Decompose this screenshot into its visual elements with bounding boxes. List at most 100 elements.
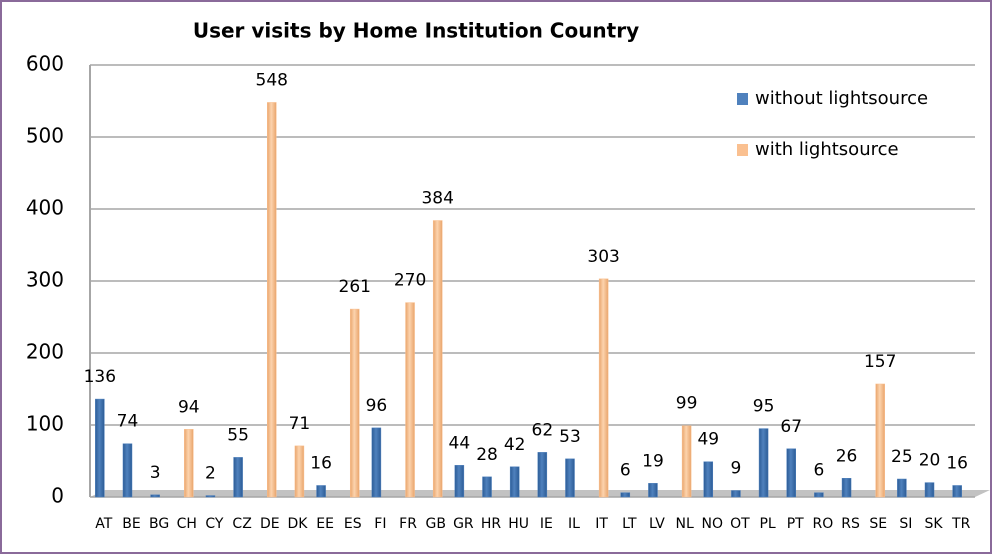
- bar: [648, 483, 658, 498]
- data-label: 16: [310, 453, 332, 473]
- x-tick-label: DE: [260, 516, 280, 532]
- bar: [482, 476, 492, 498]
- bar: [814, 492, 824, 498]
- bar: [405, 302, 415, 498]
- data-label: 62: [532, 420, 554, 440]
- data-label: 94: [178, 397, 200, 417]
- y-tick-label: 500: [26, 124, 64, 148]
- x-tick-label: GR: [453, 516, 474, 532]
- x-tick-label: ES: [344, 516, 362, 532]
- x-tick-label: PT: [787, 516, 804, 532]
- x-tick-label: SK: [924, 516, 943, 532]
- bar: [349, 308, 360, 498]
- x-tick-label: RO: [813, 516, 834, 532]
- data-label: 96: [366, 396, 388, 416]
- x-tick-label: NO: [702, 516, 724, 532]
- data-label: 71: [289, 414, 311, 434]
- x-tick-label: IT: [595, 516, 608, 532]
- x-tick-label: GB: [425, 516, 445, 532]
- bar: [786, 448, 796, 498]
- data-label: 6: [813, 461, 824, 481]
- bar: [316, 485, 326, 498]
- x-tick-label: HR: [481, 516, 502, 532]
- data-label: 16: [946, 453, 968, 473]
- bar: [924, 482, 935, 498]
- data-label: 44: [449, 433, 471, 453]
- legend-swatch: [737, 144, 748, 156]
- bar: [233, 457, 243, 498]
- x-tick-label: DK: [287, 516, 308, 532]
- data-label: 19: [642, 451, 664, 471]
- x-tick-label: CZ: [232, 516, 251, 532]
- data-label: 25: [891, 447, 913, 467]
- bar: [897, 478, 907, 498]
- x-tick-label: LV: [649, 516, 665, 532]
- data-label: 49: [697, 430, 719, 450]
- y-tick-label: 0: [51, 484, 64, 508]
- bar: [537, 452, 548, 498]
- bar: [205, 495, 216, 498]
- x-tick-label: CY: [205, 516, 224, 532]
- x-tick-label: SE: [869, 516, 887, 532]
- data-label: 303: [587, 247, 619, 267]
- x-tick-label: FI: [374, 516, 386, 532]
- bar: [432, 220, 443, 498]
- bar: [620, 492, 631, 498]
- x-tick-label: LT: [622, 516, 637, 532]
- data-label: 157: [864, 352, 896, 372]
- bar: [122, 443, 133, 498]
- y-tick-label: 200: [26, 340, 64, 364]
- data-label: 28: [476, 445, 498, 465]
- x-tick-label: PL: [759, 516, 775, 532]
- x-tick-label: BG: [149, 516, 169, 532]
- bar: [758, 428, 769, 498]
- data-label: 55: [227, 425, 249, 445]
- data-label: 261: [339, 277, 371, 297]
- y-tick-label: 100: [26, 412, 64, 436]
- legend-swatch: [737, 93, 748, 105]
- data-label: 384: [421, 189, 453, 209]
- bar: [731, 490, 741, 498]
- x-tick-label: EE: [316, 516, 334, 532]
- bar: [267, 102, 277, 498]
- bar: [509, 466, 520, 498]
- data-label: 9: [731, 459, 742, 479]
- x-tick-label: HU: [508, 516, 529, 532]
- data-label: 99: [676, 394, 698, 414]
- bar: [841, 478, 852, 498]
- x-tick-label: NL: [675, 516, 693, 532]
- chart-title: User visits by Home Institution Country: [193, 19, 639, 43]
- bar: [952, 485, 962, 498]
- bar: [184, 429, 194, 498]
- bar: [681, 425, 692, 498]
- y-tick-label: 300: [26, 268, 64, 292]
- data-label: 26: [836, 446, 858, 466]
- legend-label: with lightsource: [755, 139, 899, 160]
- bar: [875, 383, 885, 498]
- data-label: 74: [117, 412, 139, 432]
- x-tick-label: RS: [841, 516, 860, 532]
- bar: [95, 398, 105, 498]
- x-tick-label: SI: [899, 516, 912, 532]
- data-label: 95: [753, 397, 775, 417]
- bar: [598, 278, 609, 498]
- x-tick-label: OT: [730, 516, 750, 532]
- x-tick-label: CH: [177, 516, 197, 532]
- data-label: 53: [559, 427, 581, 447]
- y-tick-label: 600: [26, 52, 64, 76]
- bar: [371, 427, 382, 498]
- x-tick-label: BE: [122, 516, 140, 532]
- data-label: 6: [620, 461, 631, 481]
- data-label: 270: [394, 271, 426, 291]
- bar: [150, 494, 160, 498]
- x-tick-label: FR: [399, 516, 417, 532]
- x-tick-label: TR: [951, 516, 971, 532]
- data-label: 2: [205, 464, 216, 484]
- data-label: 136: [84, 367, 116, 387]
- data-label: 42: [504, 435, 526, 455]
- legend-label: without lightsource: [755, 88, 928, 109]
- y-tick-label: 400: [26, 196, 64, 220]
- bar: [703, 461, 714, 498]
- data-label: 20: [919, 451, 941, 471]
